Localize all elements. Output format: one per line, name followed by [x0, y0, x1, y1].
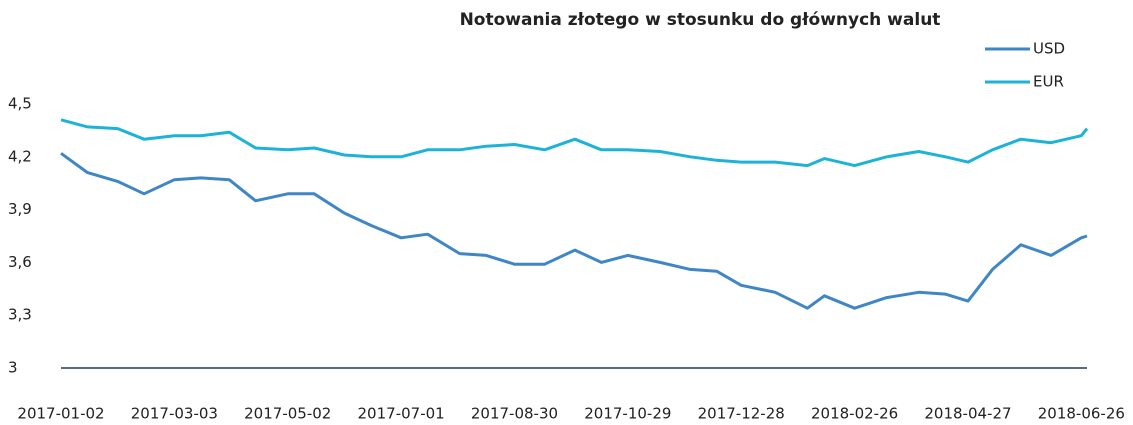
y-tick-label: 3 — [8, 359, 18, 377]
x-tick-label: 2017-07-01 — [358, 405, 445, 423]
x-tick-label: 2017-12-28 — [698, 405, 785, 423]
y-tick-label: 4,5 — [8, 95, 32, 113]
chart-title: Notowania złotego w stosunku do głównych… — [460, 10, 941, 30]
line-series — [60, 118, 1089, 168]
x-tick-label: 2017-01-02 — [17, 405, 104, 423]
legend-label: USD — [1033, 40, 1065, 58]
x-tick-label: 2018-06-26 — [1038, 405, 1125, 423]
y-tick-label: 4,2 — [8, 147, 32, 165]
x-tick-label: 2017-05-02 — [244, 405, 331, 423]
legend-label: EUR — [1033, 73, 1064, 91]
x-tick-label: 2017-08-30 — [471, 405, 558, 423]
y-tick-label: 3,6 — [8, 253, 32, 271]
y-tick-label: 3,9 — [8, 200, 32, 218]
x-tick-label: 2018-02-26 — [811, 405, 898, 423]
x-tick-label: 2017-03-03 — [131, 405, 218, 423]
line-series — [60, 152, 1088, 310]
x-tick-label: 2018-04-27 — [924, 405, 1011, 423]
y-tick-label: 3,3 — [8, 306, 32, 324]
x-tick-label: 2017-10-29 — [584, 405, 671, 423]
